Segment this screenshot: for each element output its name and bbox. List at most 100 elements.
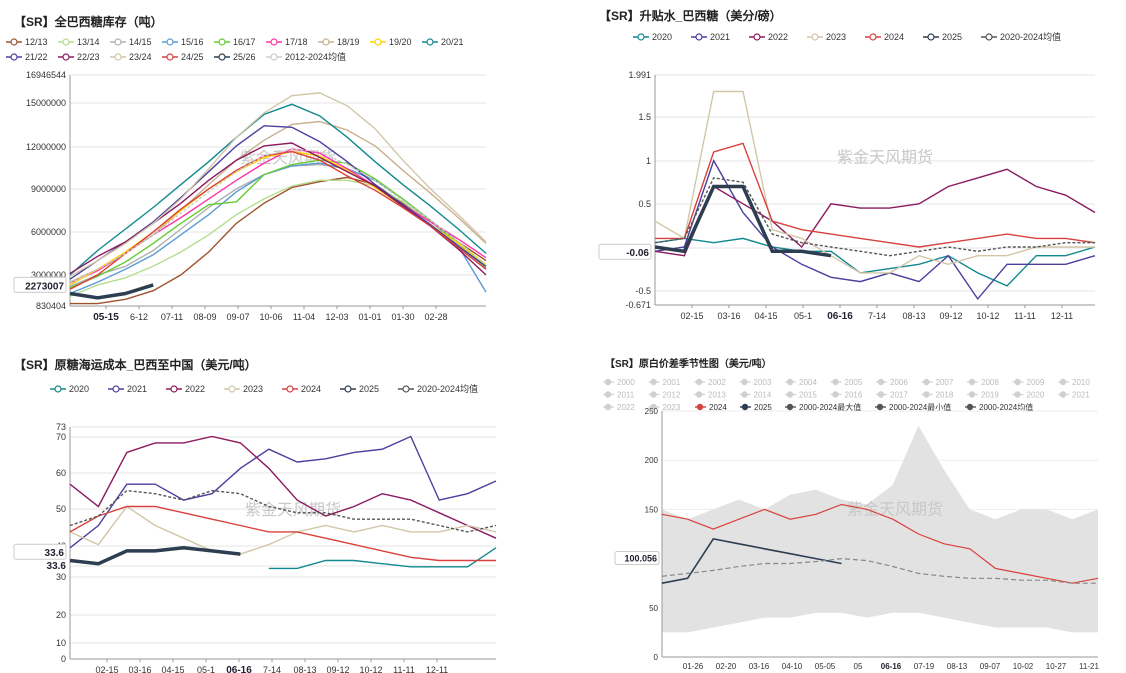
legend-marker-main-4	[966, 403, 974, 411]
legend-marker-2	[170, 385, 178, 393]
x-tick-label-8: 08-13	[947, 662, 968, 671]
series-line-0	[654, 237, 1096, 287]
legend-marker-main-3	[876, 403, 884, 411]
x-tick-label-10: 02-28	[424, 312, 447, 322]
legend-marker-1	[62, 38, 70, 46]
legend-label-grey-4: 2004	[799, 378, 817, 387]
legend-label-7: 19/20	[389, 37, 412, 47]
x-tick-label-3: 04-10	[782, 662, 803, 671]
chart-title: 【SR】原白价差季节性图（美元/吨）	[605, 357, 772, 370]
x-tick-label-2: 04-15	[754, 311, 777, 321]
legend-label-main-4: 2000-2024均值	[979, 402, 1033, 412]
legend-marker-6	[402, 385, 410, 393]
legend-marker-3	[228, 385, 236, 393]
y-tick-label-1: 1.5	[638, 112, 651, 122]
x-tick-label-11: 10-27	[1046, 662, 1067, 671]
series-line-1	[69, 435, 497, 549]
chart-title: 【SR】升贴水_巴西糖（美分/磅）	[599, 8, 782, 23]
y-tick-label-2: 12000000	[26, 142, 66, 152]
legend-label-4: 2024	[884, 32, 904, 42]
series-line-4	[655, 142, 1096, 248]
current-value-box	[13, 276, 67, 293]
x-tick-label-0: 01-26	[683, 662, 704, 671]
legend-marker-5	[344, 385, 352, 393]
x-tick-label-2: 07-11	[161, 312, 183, 322]
y-tick-label-3: 0.5	[638, 199, 651, 209]
x-tick-label-4: 05-05	[815, 662, 836, 671]
y-tick-label-7: 20	[56, 610, 66, 620]
legend-label-main-0: 2024	[709, 403, 727, 412]
series-line-12	[69, 150, 487, 290]
legend-label-main-3: 2000-2024最小值	[889, 402, 951, 412]
x-tick-label-6: 08-13	[293, 665, 316, 673]
y-tick-label-1: 15000000	[26, 98, 66, 108]
legend-label-grey-16: 2016	[845, 391, 863, 400]
series-line-3	[654, 90, 1095, 274]
legend-label-grey-12: 2012	[663, 391, 681, 400]
legend-label-10: 22/23	[77, 52, 100, 62]
legend-marker-5	[270, 38, 278, 46]
x-tick-label-1: 03-16	[128, 665, 151, 673]
x-tick-label-5: 7-14	[263, 665, 281, 673]
legend-marker-3	[811, 33, 819, 41]
legend-label-grey-17: 2017	[890, 391, 908, 400]
x-tick-label-5: 10-06	[259, 312, 282, 322]
series-line-13	[69, 283, 154, 300]
y-tick-label-9: 0	[61, 654, 66, 664]
current-value-label: -0.06	[626, 248, 649, 259]
legend-marker-4	[286, 385, 294, 393]
series-line-3	[69, 505, 497, 555]
legend-label-grey-19: 2019	[981, 391, 999, 400]
legend-label-11: 23/24	[129, 52, 152, 62]
legend-label-2: 14/15	[129, 37, 152, 47]
x-tick-label-2: 04-15	[161, 665, 184, 673]
x-tick-label-10: 10-02	[1013, 662, 1034, 671]
legend-marker-1	[112, 385, 120, 393]
legend-label-6: 18/19	[337, 37, 360, 47]
spread-chart: 【SR】原白价差季节性图（美元/吨）2000 2001 2002 2003 2004 20…	[603, 357, 1099, 671]
x-tick-label-9: 11-11	[1014, 311, 1036, 321]
series-line-11	[69, 92, 487, 277]
series-line-14	[69, 148, 487, 285]
watermark: 紫金天风期货	[847, 500, 943, 518]
watermark: 紫金天风期货	[245, 501, 341, 519]
legend-label-grey-6: 2006	[890, 378, 908, 387]
legend-label-13: 25/26	[233, 52, 256, 62]
legend-label-grey-23: 2023	[663, 403, 681, 412]
x-tick-label-6: 11-04	[293, 312, 315, 322]
x-tick-label-1: 6-12	[130, 312, 148, 322]
x-tick-label-5: 05	[854, 662, 863, 671]
legend-marker-6	[322, 38, 330, 46]
legend-label-main-2: 2000-2024最大值	[799, 402, 861, 412]
legend-label-6: 2020-2024均值	[417, 383, 478, 394]
legend-label-grey-3: 2003	[754, 378, 772, 387]
x-tick-label-7: 07-19	[914, 662, 935, 671]
y-tick-label-8: 10	[56, 638, 66, 648]
watermark: 紫金天风期货	[837, 148, 933, 166]
series-line-1	[69, 179, 487, 298]
legend-marker-9	[10, 53, 18, 61]
series-line-2	[69, 435, 497, 539]
current-value-label: 100.056	[624, 554, 657, 564]
x-tick-label-8: 10-12	[976, 311, 999, 321]
legend-marker-1	[695, 33, 703, 41]
series-line-2	[661, 557, 1098, 584]
series-line-1	[661, 538, 842, 584]
x-tick-label-0: 02-15	[95, 665, 118, 673]
x-tick-label-7: 09-12	[326, 665, 349, 673]
x-tick-label-3: 08-09	[193, 312, 216, 322]
legend-marker-0	[54, 385, 62, 393]
y-tick-label-5: 3000000	[31, 270, 66, 280]
x-tick-label-0: 02-15	[680, 311, 703, 321]
legend-marker-12	[166, 53, 174, 61]
series-line-0	[70, 176, 487, 305]
legend-label-0: 2020	[652, 32, 672, 42]
legend-label-14: 2012-2024均值	[285, 51, 346, 62]
y-tick-label-2: 60	[56, 468, 66, 478]
legend-label-grey-18: 2018	[936, 391, 954, 400]
x-tick-label-8: 01-01	[358, 312, 381, 322]
legend-marker-4	[218, 38, 226, 46]
series-line-2	[69, 163, 487, 288]
legend-label-grey-14: 2014	[754, 391, 772, 400]
x-tick-label-6: 06-16	[881, 662, 902, 671]
